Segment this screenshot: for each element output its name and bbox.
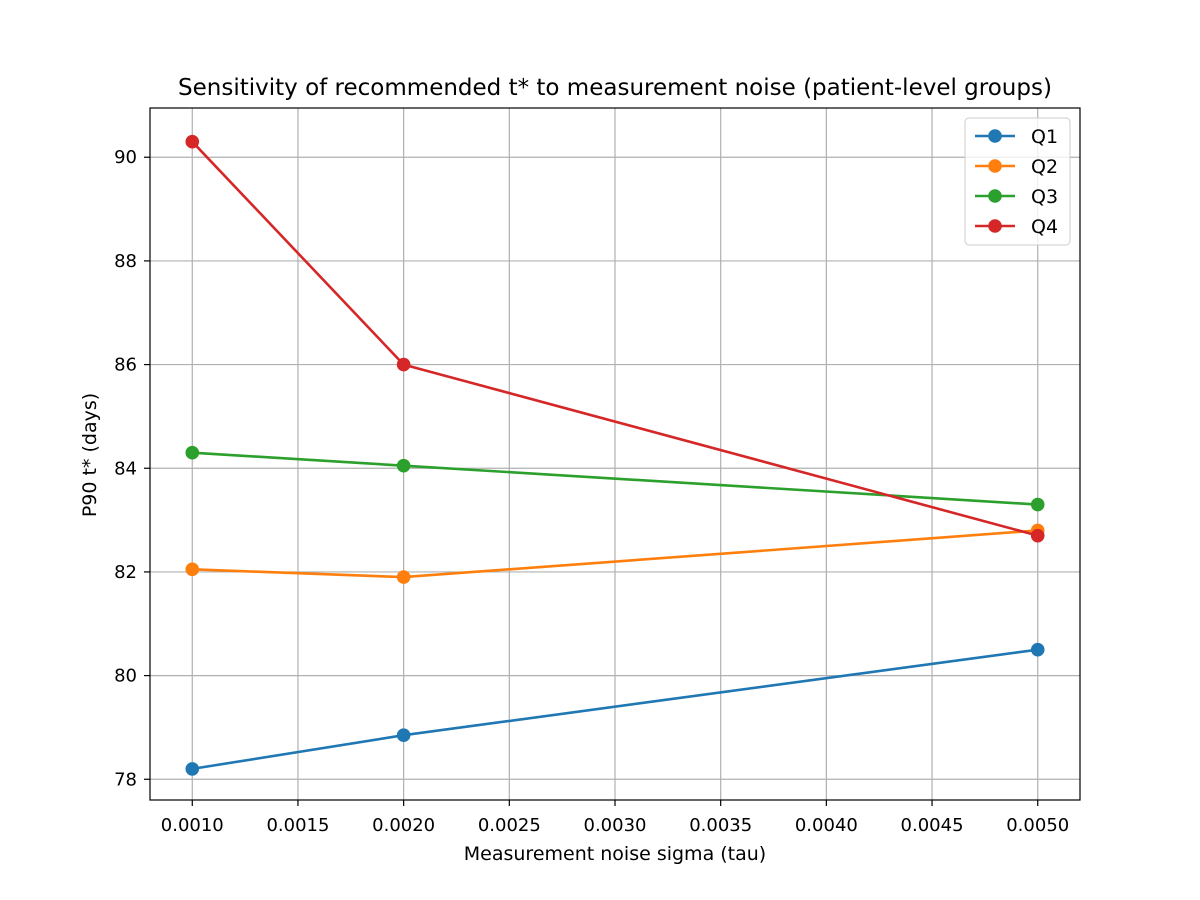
legend-label: Q3: [1031, 186, 1058, 208]
y-tick-label: 86: [114, 355, 137, 376]
legend-item-q2: Q2: [975, 156, 1058, 178]
y-axis-label: P90 t* (days): [79, 393, 101, 517]
data-point: [396, 357, 411, 372]
y-tick-label: 90: [114, 147, 137, 168]
x-tick-label: 0.0040: [795, 815, 858, 836]
data-point: [1030, 642, 1045, 657]
legend-box: [964, 117, 1071, 246]
y-tick-label: 80: [114, 666, 137, 687]
legend-swatch-marker: [988, 129, 1002, 143]
x-tick-label: 0.0025: [478, 815, 541, 836]
legend-swatch-marker: [988, 219, 1002, 233]
series-layer: [185, 134, 1045, 776]
legend-item-q1: Q1: [975, 126, 1058, 148]
data-point: [185, 134, 200, 149]
legend-label: Q1: [1031, 126, 1058, 148]
series-q4: [185, 134, 1045, 543]
data-point: [185, 445, 200, 460]
y-tick-label: 78: [114, 769, 137, 790]
series-q3: [185, 445, 1045, 512]
y-tick-label: 88: [114, 251, 137, 272]
x-tick-label: 0.0035: [689, 815, 752, 836]
x-tick-label: 0.0010: [161, 815, 224, 836]
y-tick-label: 82: [114, 562, 137, 583]
x-tick-label: 0.0015: [266, 815, 329, 836]
legend-swatch-marker: [988, 189, 1002, 203]
data-point: [185, 562, 200, 577]
data-point: [396, 458, 411, 473]
legend-item-q3: Q3: [975, 186, 1058, 208]
legend: Q1 Q2 Q3 Q4: [964, 117, 1071, 246]
legend-item-q4: Q4: [975, 216, 1058, 238]
x-tick-label: 0.0050: [1006, 815, 1069, 836]
legend-label: Q4: [1031, 216, 1058, 238]
x-tick-label: 0.0045: [901, 815, 964, 836]
data-point: [396, 570, 411, 584]
x-axis-label: Measurement noise sigma (tau): [464, 843, 766, 865]
ticks: 0.0010 0.0015 0.0020 0.0025 0.0030 0.0035 0.00…: [114, 147, 1069, 836]
data-point: [396, 728, 411, 743]
series-q1: [185, 642, 1045, 776]
data-point: [185, 762, 200, 776]
y-tick-label: 84: [114, 458, 137, 479]
legend-swatch-marker: [988, 159, 1002, 173]
x-tick-label: 0.0030: [584, 815, 647, 836]
data-point: [1030, 497, 1045, 512]
legend-label: Q2: [1031, 156, 1058, 178]
data-point: [1030, 528, 1045, 543]
x-tick-label: 0.0020: [372, 815, 435, 836]
chart-title: Sensitivity of recommended t* to measure…: [178, 75, 1052, 101]
